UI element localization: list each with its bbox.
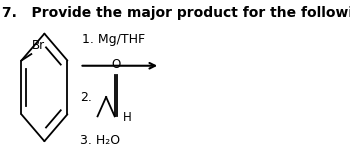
Text: Br: Br (32, 39, 45, 52)
Text: 1. Mg/THF: 1. Mg/THF (82, 33, 145, 46)
Text: 7.   Provide the major product for the following reaction.: 7. Provide the major product for the fol… (2, 6, 350, 19)
Text: H: H (122, 111, 131, 124)
Text: O: O (111, 58, 120, 71)
Text: 3. H₂O: 3. H₂O (80, 134, 120, 147)
Text: 2.: 2. (80, 91, 92, 104)
